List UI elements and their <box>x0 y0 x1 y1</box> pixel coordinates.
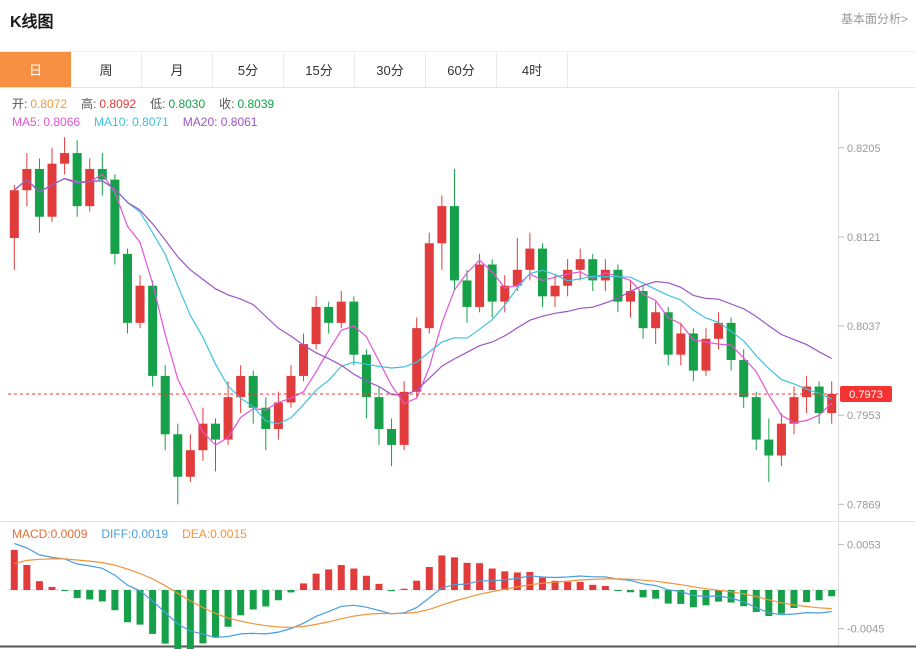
candlestick-series <box>9 137 837 505</box>
price-axis-label: 0.8037 <box>847 321 881 333</box>
macd-legend: MACD:0.0009 DIFF:0.0019 DEA:0.0015 <box>12 527 247 541</box>
diff-line <box>14 542 832 638</box>
price-axis-label: 0.8121 <box>847 232 881 244</box>
fundamental-analysis-link[interactable]: 基本面分析> <box>840 12 908 26</box>
page-title: K线图 <box>10 14 54 31</box>
ma5-line <box>13 173 833 446</box>
tab-day[interactable]: 日 <box>0 52 71 87</box>
current-price-label: 0.7973 <box>849 389 883 401</box>
tab-60min[interactable]: 60分 <box>426 52 497 87</box>
ma5-value: MA5: 0.8066 <box>12 115 81 129</box>
dea-value: DEA:0.0015 <box>182 527 247 541</box>
ma20-value: MA20: 0.8061 <box>182 115 258 129</box>
ma-legend: MA5: 0.8066 MA10: 0.8071 MA20: 0.8061 <box>12 115 257 129</box>
ma10-value: MA10: 0.8071 <box>94 115 169 129</box>
ma10-line <box>13 177 832 425</box>
macd-value: MACD:0.0009 <box>12 527 88 541</box>
tab-5min[interactable]: 5分 <box>213 52 284 87</box>
open-value: 开: 0.8072 <box>12 97 68 111</box>
tab-month[interactable]: 月 <box>142 52 213 87</box>
dea-line <box>14 558 832 628</box>
price-axis-label: 0.8205 <box>847 143 881 155</box>
ma20-line <box>13 177 832 396</box>
price-axis-label: 0.7869 <box>847 499 881 511</box>
high-value: 高: 0.8092 <box>81 97 137 111</box>
tab-30min[interactable]: 30分 <box>355 52 426 87</box>
ohlc-legend: 开: 0.8072 高: 0.8092 低: 0.8030 收: 0.8039 <box>12 95 274 112</box>
interval-tab-bar: 日 周 月 5分 15分 30分 60分 4时 <box>0 51 916 88</box>
price-axis-label: 0.7953 <box>847 410 881 422</box>
tab-week[interactable]: 周 <box>71 52 142 87</box>
tab-4hour[interactable]: 4时 <box>497 52 568 87</box>
tab-15min[interactable]: 15分 <box>284 52 355 87</box>
close-value: 收: 0.8039 <box>219 97 275 111</box>
macd-histogram <box>10 549 836 649</box>
low-value: 低: 0.8030 <box>150 97 206 111</box>
diff-value: DIFF:0.0019 <box>101 527 169 541</box>
macd-axis-label: 0.0053 <box>847 540 881 552</box>
macd-axis-label: -0.0045 <box>847 624 884 636</box>
current-price-badge <box>840 385 892 402</box>
